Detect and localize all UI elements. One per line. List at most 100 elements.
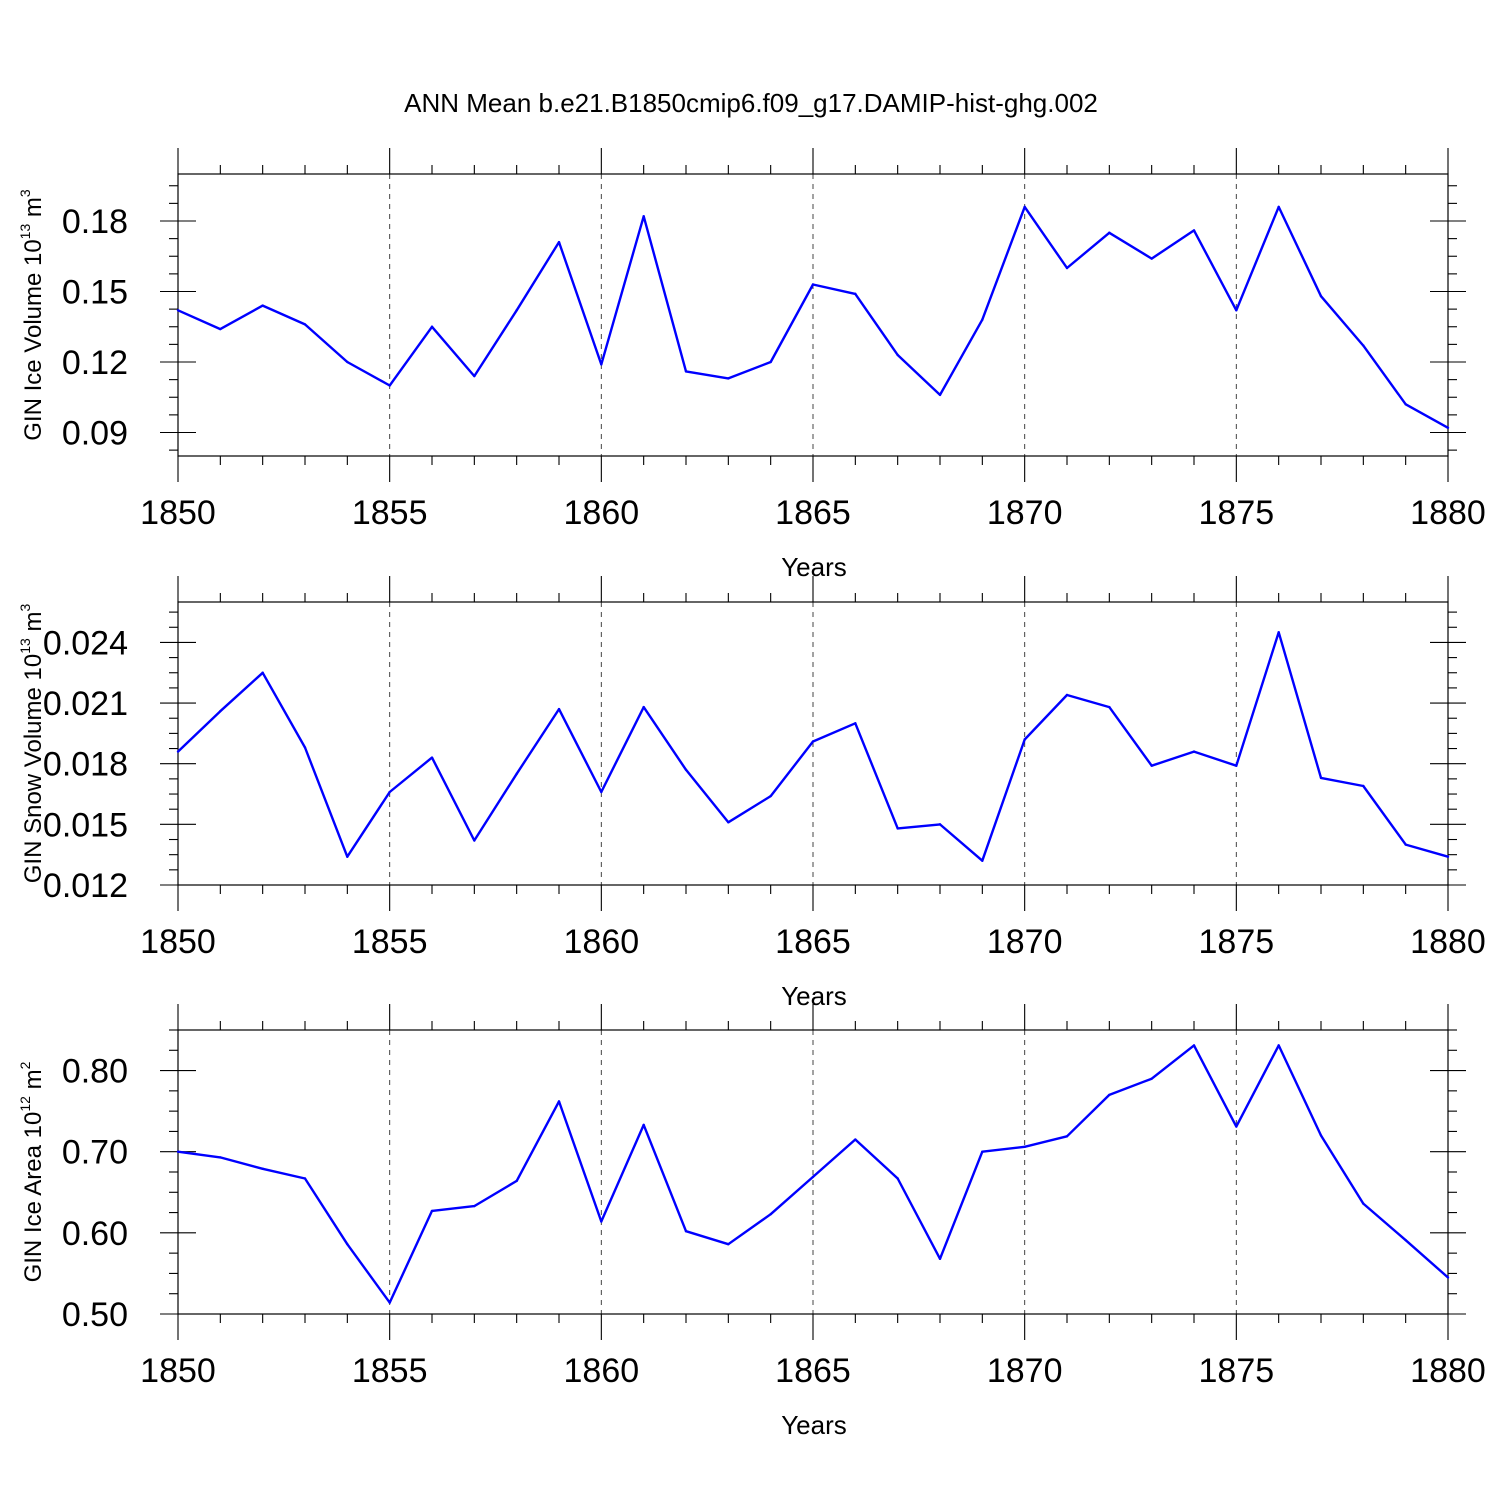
data-point [896, 353, 899, 357]
data-point [938, 1257, 942, 1261]
data-point [1108, 1093, 1111, 1097]
y-tick-label: 0.18 [62, 203, 128, 241]
y-tick-label: 0.60 [62, 1215, 128, 1253]
chart-title: ANN Mean b.e21.B1850cmip6.f09_g17.DAMIP-… [404, 88, 1098, 118]
data-point [769, 794, 772, 798]
data-point [430, 756, 434, 759]
data-point [684, 370, 688, 373]
data-point [854, 722, 857, 725]
y-tick-label: 0.015 [43, 806, 128, 844]
data-point [1235, 764, 1238, 767]
x-tick-label: 1875 [1199, 494, 1275, 532]
data-point [1446, 426, 1450, 429]
x-tick-label: 1880 [1410, 1352, 1486, 1390]
data-point [1319, 295, 1323, 298]
data-point [1319, 776, 1323, 780]
x-axis-label: Years [781, 981, 847, 1011]
data-point [1362, 1202, 1365, 1205]
y-axis-label: GIN Ice Area 1012 m2 [17, 1061, 47, 1282]
data-point [1023, 1145, 1026, 1149]
data-point [600, 363, 603, 366]
x-tick-label: 1870 [987, 1352, 1063, 1390]
y-tick-label: 0.15 [62, 274, 128, 312]
data-point [219, 709, 222, 713]
data-point [1150, 1077, 1153, 1080]
data-point [473, 1204, 476, 1208]
data-point [430, 325, 434, 328]
y-axis-label: GIN Ice Volume 1013 m3 [17, 189, 47, 441]
data-point [769, 1212, 772, 1216]
data-point [1065, 1135, 1069, 1138]
data-point [896, 827, 899, 830]
x-tick-label: 1880 [1410, 494, 1486, 532]
data-point [388, 790, 391, 794]
data-point [1023, 205, 1026, 209]
data-point [896, 1177, 899, 1180]
data-point [727, 1243, 730, 1246]
data-point [1023, 738, 1026, 741]
data-point [1362, 784, 1365, 788]
data-point [600, 790, 603, 794]
x-axis-label: Years [781, 1410, 847, 1440]
data-point [1235, 309, 1238, 312]
data-point [473, 839, 476, 842]
x-tick-label: 1865 [775, 494, 851, 532]
y-tick-label: 0.012 [43, 867, 128, 905]
data-point [981, 1150, 984, 1153]
data-point [1362, 344, 1365, 347]
data-point [1065, 266, 1069, 270]
y-tick-label: 0.50 [62, 1296, 128, 1334]
data-point [642, 705, 645, 709]
data-point [1108, 705, 1111, 709]
x-tick-label: 1870 [987, 494, 1063, 532]
x-tick-label: 1880 [1410, 923, 1486, 961]
data-point [515, 772, 518, 776]
data-point [642, 1123, 645, 1127]
data-point [388, 1301, 391, 1304]
data-point [303, 746, 307, 749]
data-point [261, 304, 264, 307]
data-point [1192, 229, 1196, 232]
x-tick-label: 1860 [564, 494, 640, 532]
x-axis-label: Years [781, 552, 847, 582]
data-point [219, 327, 222, 331]
data-point [811, 740, 815, 743]
data-point [727, 821, 730, 824]
data-point [938, 823, 942, 826]
data-point [1192, 1044, 1196, 1047]
data-point [303, 323, 307, 326]
data-point [1446, 855, 1450, 858]
data-point [557, 707, 561, 711]
data-point [261, 671, 264, 674]
data-point [1277, 205, 1280, 209]
y-tick-label: 0.12 [62, 344, 128, 382]
data-point [1150, 764, 1153, 767]
x-tick-label: 1865 [775, 923, 851, 961]
data-point [473, 374, 476, 378]
y-axis-label: GIN Snow Volume 1013 m3 [17, 604, 47, 884]
data-point [1404, 403, 1407, 406]
data-point [769, 360, 772, 364]
data-point [600, 1220, 603, 1223]
data-point [176, 309, 180, 312]
data-point [515, 1179, 518, 1183]
x-tick-label: 1850 [140, 494, 216, 532]
data-point [727, 377, 730, 380]
y-tick-label: 0.021 [43, 685, 128, 723]
data-point [261, 1167, 264, 1170]
y-tick-label: 0.018 [43, 746, 128, 784]
data-point [684, 768, 688, 771]
data-point [938, 393, 942, 397]
data-point [1235, 1125, 1238, 1128]
x-tick-label: 1870 [987, 923, 1063, 961]
data-point [1277, 631, 1280, 634]
ice-volume-panel: 0.09 0.12 0.15 0.18 1850 1855 1860 1865 1870 1875… [17, 148, 1486, 582]
y-tick-label: 0.70 [62, 1134, 128, 1172]
data-point [303, 1177, 307, 1180]
data-point [346, 360, 349, 364]
data-point [388, 384, 391, 387]
data-point [981, 859, 984, 862]
data-point [854, 292, 857, 296]
x-tick-label: 1865 [775, 1352, 851, 1390]
